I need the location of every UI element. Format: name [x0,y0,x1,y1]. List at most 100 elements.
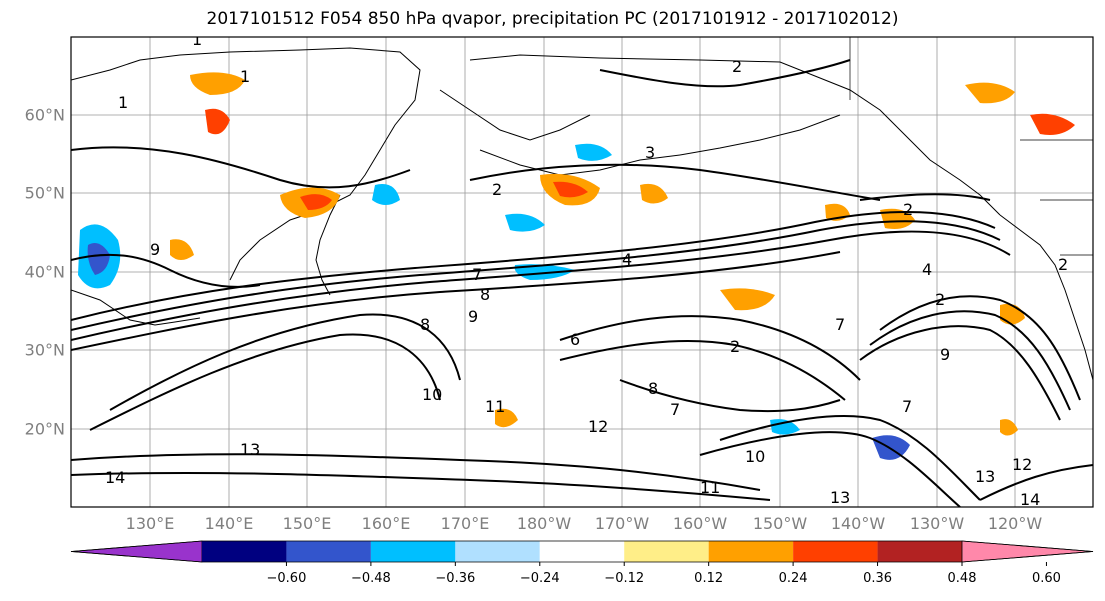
colorbar-tick-label: 0.12 [694,571,724,586]
precip-blob [575,143,612,161]
precip-blob [87,242,110,275]
colorbar-outline [70,540,1094,563]
contour-line [559,339,846,401]
contour-line [89,333,441,431]
aleutians-coast [479,149,681,176]
contour-label: 2 [730,337,740,356]
contour-line [619,379,841,413]
precip-blob [640,183,668,204]
precip-blob [770,419,800,435]
borders [849,37,1093,256]
longitude-tick-label: 130°E [125,514,175,533]
precip-blob [505,213,545,232]
longitude-tick-label: 180°W [516,514,572,533]
longitude-tick-label: 130°W [909,514,965,533]
colorbar-swatch [286,541,371,562]
precip-blob [170,239,194,260]
contour-label: 4 [622,250,632,269]
contour-label: 1 [192,30,202,49]
contour-label: 12 [1012,455,1032,474]
contour-line [71,220,1001,331]
contour-label: 13 [975,467,995,486]
colorbar-swatch [70,540,203,563]
precip-blob [495,408,518,428]
contour-label: 1 [118,93,128,112]
contour-label: 13 [240,440,260,459]
contour-line [859,193,991,201]
longitude-tick-label: 170°W [594,514,650,533]
japan-coast [71,289,201,326]
latitude-tick-label: 50°N [24,183,65,203]
plot-title: 2017101512 F054 850 hPa qvapor, precipit… [206,9,899,29]
contour-label: 14 [1020,490,1040,509]
colorbar-swatch [708,541,794,562]
qvapor-contours [71,59,1093,507]
contour-line [859,325,1061,421]
colorbar-tick-label: 0.24 [778,571,808,586]
map-frame [70,36,1094,508]
longitude-tick-label: 150°E [282,514,332,533]
coastlines [71,47,1093,381]
contour-label: 10 [745,447,765,466]
contour-line [469,163,881,201]
colorbar-tick-label: −0.24 [519,571,560,586]
contour-line [599,59,851,88]
colorbar-swatch [455,541,540,562]
longitude-tick-label: 160°E [361,514,411,533]
precip-blob [514,264,575,280]
latitude-tick-label: 20°N [24,419,65,439]
precip-blob [872,435,910,460]
contour-label: 2 [1058,255,1068,274]
colorbar-swatch [793,541,878,562]
contour-labels: 1 1 1 2 2 3 2 4 7 8 9 8 6 7 9 10 11 12 1… [105,30,1068,509]
contour-label: 7 [472,265,482,284]
contour-label: 12 [588,417,608,436]
contour-label: 14 [105,468,125,487]
colorbar-tick-label: −0.60 [266,571,307,586]
colorbar-swatch [961,540,1094,563]
longitude-tick-label: 140°W [830,514,886,533]
contour-line [109,313,461,411]
contour-label: 7 [835,315,845,334]
precipitation-shading [78,72,1075,460]
contour-label: 8 [420,315,430,334]
colorbar-tick-label: −0.36 [435,571,476,586]
colorbar-tick-label: 0.36 [863,571,893,586]
precip-blob [190,72,245,95]
contour-line [869,310,1071,411]
contour-label: 9 [468,307,478,326]
contour-line [559,315,861,381]
contour-label: 2 [732,57,742,76]
precip-blob [553,181,588,198]
contour-label: 9 [940,345,950,364]
contour-label: 7 [902,397,912,416]
colorbar-tick-label: 0.48 [947,571,977,586]
contour-line [699,431,961,507]
contour-label: 11 [485,397,505,416]
contour-label: 8 [480,285,490,304]
contour-label: 1 [240,67,250,86]
longitude-tick-label: 170°E [440,514,490,533]
precip-blob [720,288,775,311]
contour-label: 10 [422,385,442,404]
contour-line [71,253,261,288]
longitude-tick-label: 140°E [204,514,254,533]
precip-blob [1030,113,1075,135]
contour-label: 11 [700,478,720,497]
precip-blob [205,108,230,135]
contour-line [71,251,841,351]
contour-label: 9 [150,240,160,259]
precip-blob [880,208,915,229]
kamchatka-coast [315,194,341,296]
colorbar-swatch [877,541,962,562]
latitude-tick-label: 60°N [24,105,65,125]
contour-line [71,471,771,501]
latitude-tick-label: 30°N [24,340,65,360]
contour-line [879,295,1081,401]
alaska-peninsula [679,114,841,156]
contour-label: 2 [903,200,913,219]
precip-blob [965,82,1015,104]
contour-label: 6 [570,330,580,349]
contour-line [979,464,1093,501]
